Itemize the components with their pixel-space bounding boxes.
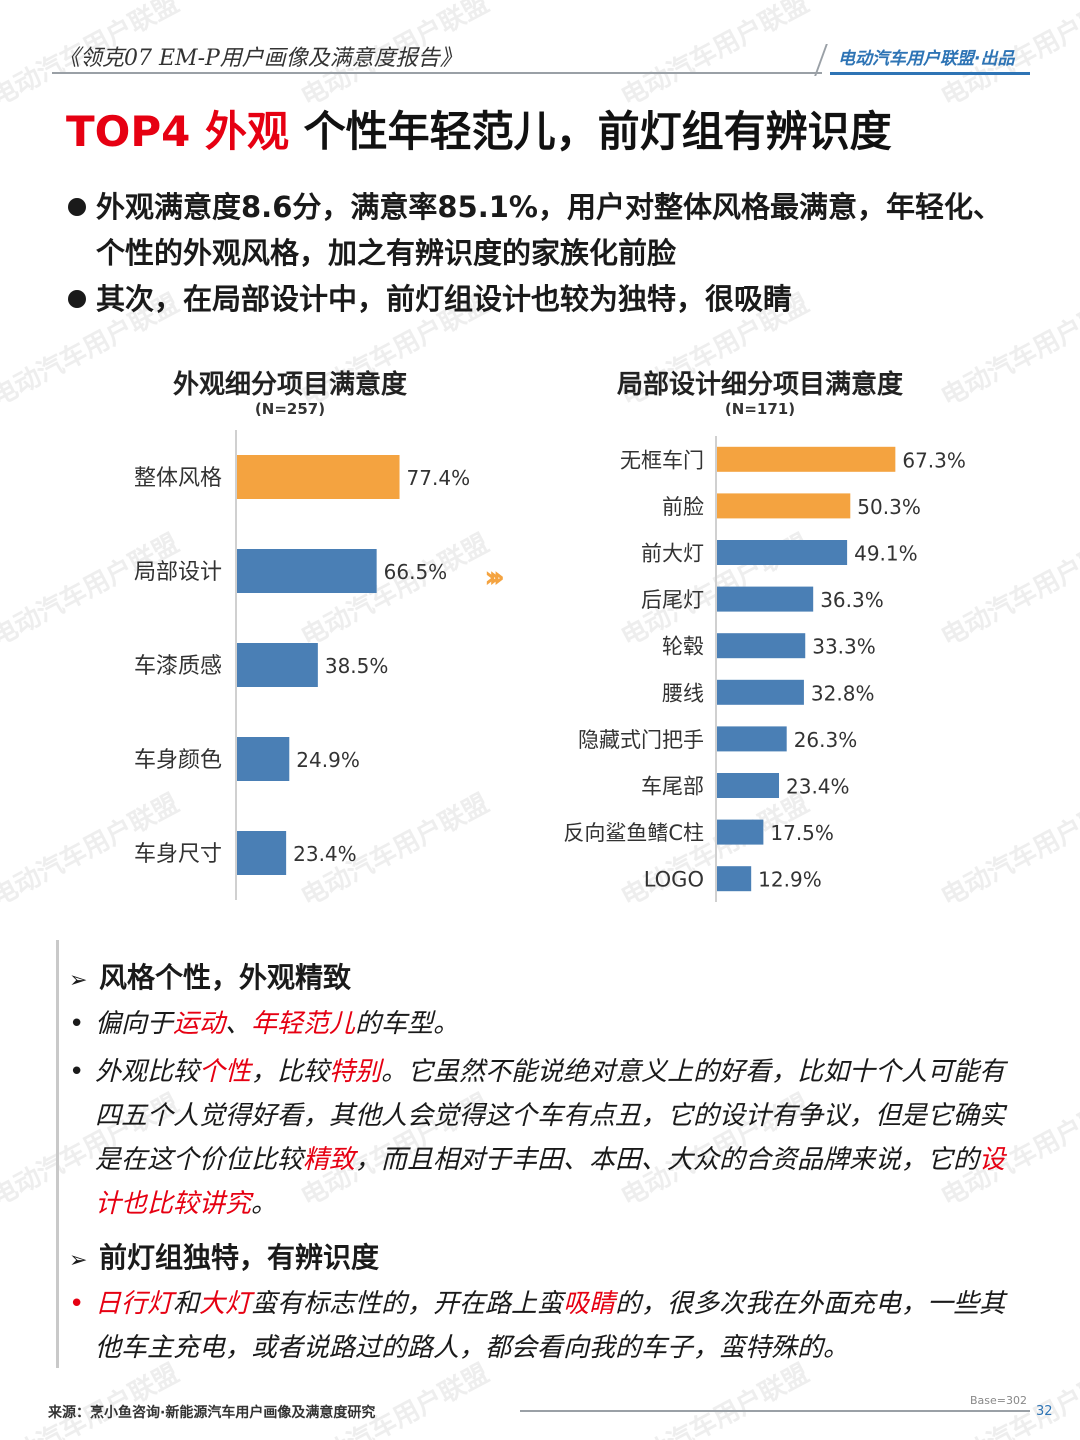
data-label: 32.8%	[811, 681, 875, 705]
category-label: 局部设计	[134, 560, 222, 585]
data-label: 38.5%	[325, 654, 389, 678]
quote-item: • 外观比较个性，比较特别。它虽然不能说绝对意义上的好看，比如十个人可能有四五个人…	[69, 1057, 1006, 1219]
summary-bullet: 外观满意度8.6分，满意率85.1%，用户对整体风格最满意，年轻化、个性的外观风…	[66, 184, 1026, 276]
chart-title-local-design: 局部设计细分项目满意度	[616, 370, 903, 400]
quote-item: • 日行灯和大灯蛮有标志性的，开在路上蛮吸睛的，很多次我在外面充电，一些其他车主充…	[69, 1289, 1006, 1363]
base-note: Base=302	[970, 1394, 1027, 1407]
header-rule	[52, 72, 822, 74]
chart-title-appearance: 外观细分项目满意度	[172, 370, 407, 400]
footer-rule	[520, 1410, 1030, 1412]
bar	[237, 831, 287, 875]
category-label: 车漆质感	[134, 654, 222, 679]
category-label: 反向鲨鱼鳍C柱	[563, 821, 704, 845]
category-label: 轮毂	[662, 635, 704, 659]
data-label: 26.3%	[794, 728, 858, 752]
data-label: 17.5%	[770, 821, 834, 845]
category-label: 车尾部	[641, 775, 704, 799]
quote-heading: ➢ 前灯组独特，有辨识度	[69, 1241, 380, 1274]
category-label: 腰线	[662, 681, 704, 705]
bar	[717, 493, 851, 519]
bar	[717, 726, 787, 752]
page-title: TOP4 外观 个性年轻范儿，前灯组有辨识度	[66, 98, 892, 159]
page-title-prefix: TOP4 外观	[66, 107, 289, 156]
data-label: 49.1%	[854, 542, 918, 566]
category-label: 无框车门	[620, 448, 704, 472]
data-label: 77.4%	[407, 466, 471, 490]
appearance-bar-chart: 整体风格 77.4% 局部设计 66.5% 车漆质感 38.5% 车身颜色 24.9% 车身尺寸…	[110, 430, 490, 900]
bar	[717, 540, 848, 565]
data-label: 36.3%	[820, 588, 884, 612]
bar-chart-svg: 无框车门 67.3% 前脸 50.3% 前大灯 49.1% 后尾灯 36.3% 轮毂 33.3% 腰…	[563, 436, 966, 902]
category-label: 后尾灯	[641, 588, 704, 612]
bar	[717, 773, 780, 798]
bar	[717, 679, 804, 705]
user-quotes: ➢ 风格个性，外观精致 • 偏向于运动、年轻范儿的车型。 • 外观比较个性，比较特别。…	[56, 940, 1036, 1368]
report-header: 《领克07 EM-P用户画像及满意度报告》 电动汽车用户联盟·出品	[0, 40, 1080, 76]
quote-item: • 偏向于运动、年轻范儿的车型。	[69, 1009, 460, 1039]
category-label: 隐藏式门把手	[578, 728, 704, 752]
data-label: 50.3%	[857, 495, 921, 519]
local-design-bar-chart: 无框车门 67.3% 前脸 50.3% 前大灯 49.1% 后尾灯 36.3% 轮毂 33.3% 腰…	[540, 436, 990, 902]
category-label: 前大灯	[641, 542, 704, 566]
summary-bullet: 其次，在局部设计中，前灯组设计也较为独特，很吸睛	[66, 276, 1026, 322]
page-number: 32	[1036, 1404, 1053, 1419]
category-label: 整体风格	[134, 466, 222, 491]
data-label: 23.4%	[786, 775, 850, 799]
data-label: 24.9%	[296, 748, 360, 772]
brand-label: 电动汽车用户联盟·出品	[838, 49, 1015, 69]
bar	[717, 866, 752, 892]
bar	[237, 737, 290, 781]
page-title-main: 个性年轻范儿，前灯组有辨识度	[288, 107, 892, 156]
data-label: 67.3%	[902, 448, 966, 472]
quote-heading: ➢ 风格个性，外观精致	[69, 961, 352, 994]
triangle-icon: ➢	[69, 1248, 88, 1273]
bar-chart-svg: 整体风格 77.4% 局部设计 66.5% 车漆质感 38.5% 车身颜色 24.9% 车身尺寸…	[134, 430, 471, 900]
bar	[717, 446, 896, 472]
data-label: 23.4%	[293, 842, 357, 866]
source-note: 来源：烹小鱼咨询·新能源汽车用户画像及满意度研究	[48, 1405, 376, 1421]
bar	[237, 455, 400, 499]
chart-subtitle-local-design: (N=171)	[724, 400, 796, 418]
bar	[717, 819, 764, 845]
bar	[237, 549, 377, 593]
category-label: 车身颜色	[134, 748, 222, 773]
summary-bullets: 外观满意度8.6分，满意率85.1%，用户对整体风格最满意，年轻化、个性的外观风…	[66, 184, 1026, 322]
chart-subtitle-appearance: (N=257)	[254, 400, 326, 418]
bar	[237, 643, 318, 687]
data-label: 66.5%	[384, 560, 448, 584]
category-label: LOGO	[644, 868, 704, 892]
report-title: 《领克07 EM-P用户画像及满意度报告》	[58, 46, 462, 71]
bar	[717, 633, 806, 659]
data-label: 33.3%	[812, 635, 876, 659]
brand-underline	[830, 72, 1030, 75]
flow-arrows-icon: ›››	[484, 560, 505, 595]
category-label: 车身尺寸	[134, 842, 222, 867]
triangle-icon: ➢	[69, 968, 88, 993]
category-label: 前脸	[662, 495, 704, 519]
data-label: 12.9%	[758, 868, 822, 892]
bar	[717, 586, 814, 612]
